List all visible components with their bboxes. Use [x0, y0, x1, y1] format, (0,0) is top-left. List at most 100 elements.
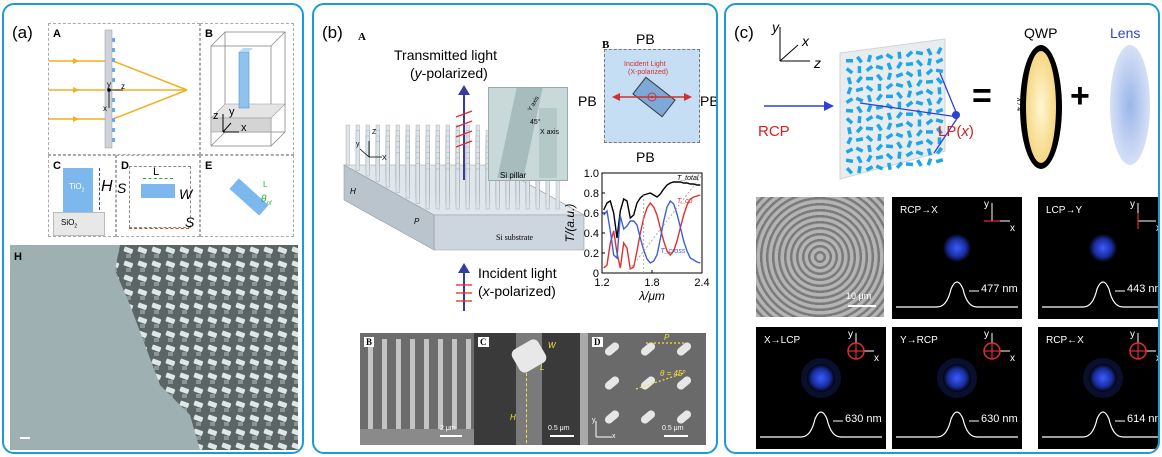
tile-axis-y: y — [1130, 329, 1135, 340]
pb-top-label: PB — [636, 31, 655, 47]
focal-spot — [807, 364, 835, 392]
y-tick-label: 0.2 — [584, 248, 599, 260]
tile-fwhm: 477 nm — [981, 283, 1018, 295]
pb-left-label: PB — [578, 93, 597, 109]
tile-fwhm: 614 nm — [1127, 413, 1158, 425]
tio2-pillar — [63, 168, 93, 212]
sem-b-label: B — [364, 337, 375, 347]
axes-z-label-b: Z — [372, 129, 377, 136]
tile-label: Y→RCP — [900, 335, 938, 346]
d-dashed-cell — [129, 166, 191, 228]
axis-y-c: y — [772, 19, 779, 35]
sem-d-p-label: P — [664, 333, 670, 342]
subfigure-a-label-b: A — [358, 31, 366, 43]
sem-d-x-label: x — [612, 433, 616, 440]
tile-axis-x: x — [874, 353, 879, 364]
height-arrow — [99, 168, 100, 210]
y-tick-label: 0.6 — [584, 208, 599, 220]
tile-label: RCP←X — [1046, 335, 1084, 346]
metalens-diagram — [49, 29, 188, 149]
unit-cell-z-label: z — [213, 110, 219, 122]
sem-c-w-label: W — [548, 341, 556, 350]
metasurface-sem: 10 μm — [756, 197, 884, 317]
axes-y-label-b: y — [356, 141, 360, 148]
tile-axis-y: y — [984, 329, 989, 340]
lens-element — [1110, 45, 1150, 165]
tile-axis-x: x — [1156, 223, 1158, 234]
qwp-element — [1020, 45, 1062, 169]
unit-cell-y-label: y — [229, 106, 235, 118]
lambda-4-label: λ / 4 — [1015, 97, 1023, 112]
tile-label: RCP→X — [900, 205, 938, 216]
sem-c-l-label: L — [540, 363, 545, 372]
subfigure-d-label: D — [121, 160, 129, 172]
qwp-label: QWP — [1024, 25, 1058, 41]
incident-light-label: Incident light — [478, 265, 557, 281]
focal-spot-tile: Y→RCP y x 630 nm — [892, 327, 1022, 449]
y-tick-label: 0 — [593, 268, 599, 280]
chart-plot-area — [601, 172, 703, 274]
subfigure-a-label: A — [53, 28, 61, 40]
tile-label: X→LCP — [764, 335, 801, 346]
sem-image-d: D P θ = 45° y x 0.5 μm — [588, 333, 706, 445]
rcp-label: RCP — [758, 123, 790, 140]
metasurface-plate — [839, 38, 959, 180]
tile-axis-y: y — [984, 199, 989, 210]
axis-z-c: z — [814, 55, 821, 71]
sem-scale-label-c: 10 μm — [846, 291, 872, 301]
sem-d-theta-label: θ = 45° — [660, 369, 686, 378]
sem-c-scale-bar — [550, 435, 574, 437]
tile-label: LCP→Y — [1046, 205, 1083, 216]
sem-b-scale-label: 2 μm — [440, 425, 456, 432]
transmission-chart: 0 0.2 0.4 0.6 0.8 1.0 1.2 1.8 2.4 λ/μm T/(a.u.) T_t… — [564, 168, 710, 303]
subfigure-a-box: A y z x — [48, 23, 200, 155]
si-substrate-label: Si substrate — [496, 233, 534, 242]
focal-point — [952, 111, 960, 119]
subfigure-h-label: H — [14, 251, 22, 263]
unit-cell-x-label: x — [241, 122, 247, 134]
incident-polarization-label: (x-polarized) — [478, 283, 556, 299]
axes-icon-c — [779, 27, 810, 62]
tile-axis-y: y — [1130, 199, 1135, 210]
pb-bottom-label: PB — [636, 149, 655, 165]
p-label-b: P — [414, 217, 420, 226]
equals-sign: = — [972, 77, 992, 115]
legend-total: T_total — [677, 175, 699, 182]
panel-b: (b) A Si substrate H P Z X y Transmitted… — [312, 3, 718, 454]
subfigure-d-box: D L W S S — [116, 155, 200, 237]
legend-cross: T_cross — [660, 248, 685, 255]
rcp-arrow — [764, 101, 834, 111]
sem-h-pattern — [115, 245, 298, 450]
axes-x-label-b: X — [382, 155, 387, 162]
focal-spot — [943, 234, 971, 262]
subfigure-b-label-b: B — [602, 39, 610, 51]
sio2-label: SiO2 — [61, 218, 78, 230]
sem-h-scale-bar — [20, 437, 30, 439]
sem-image-b: B 2 μm — [360, 333, 474, 445]
tile-fwhm: 443 nm — [1127, 283, 1158, 295]
d-s-arrow — [129, 228, 189, 229]
panel-a: (a) A y z x — [2, 3, 304, 454]
height-label: H — [101, 178, 113, 195]
x-tick-label: 1.8 — [644, 277, 659, 289]
axis-x-c: x — [802, 33, 809, 49]
sem-image-h: H — [10, 245, 298, 450]
tile-axis-x: x — [1010, 353, 1015, 364]
sio2-substrate — [53, 212, 105, 236]
subfigure-e-label: E — [205, 160, 213, 172]
lens-label: Lens — [1110, 25, 1141, 41]
series-line — [603, 199, 701, 264]
focal-spot-tile: LCP→Y y x 443 nm — [1038, 197, 1158, 319]
subfigure-e-box: E L θnf — [200, 155, 294, 237]
meta-bricks — [845, 46, 944, 175]
axis-x-label: x — [103, 104, 107, 113]
angle-45-label: 45° — [530, 119, 541, 126]
y-tick-label: 0.4 — [584, 228, 599, 240]
panel-c: (c) y x z RCP LP(x) = QWP λ / 4 + Lens 1… — [724, 3, 1160, 454]
transmitted-arrow — [455, 85, 473, 180]
incident-light-b-pol-label: (X-polarized) — [628, 69, 669, 76]
tile-fwhm: 630 nm — [981, 413, 1018, 425]
polarization-arrow-b — [612, 92, 692, 102]
tile-axis-x: x — [1156, 353, 1158, 364]
theta-label: θnf — [261, 194, 272, 207]
